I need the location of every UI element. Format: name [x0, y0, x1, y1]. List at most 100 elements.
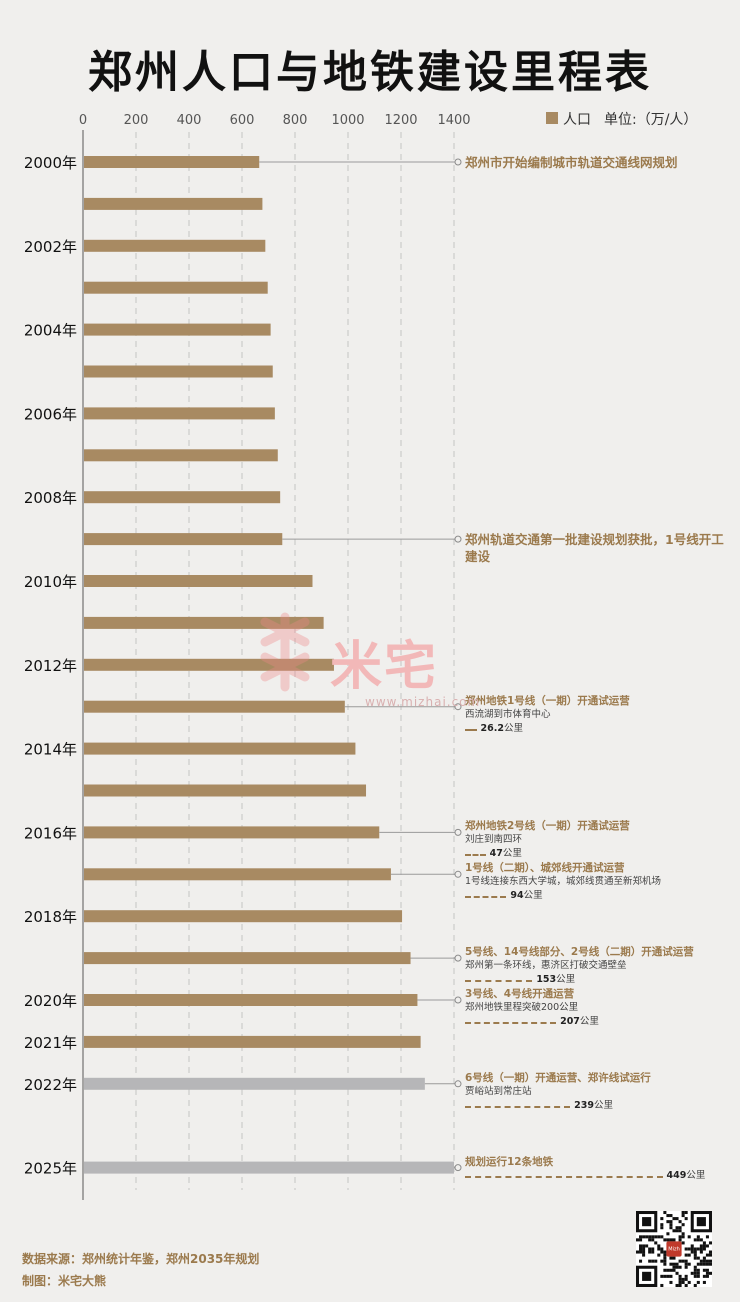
- qr-module: [681, 1211, 685, 1215]
- qr-code-icon[interactable]: Mizh: [636, 1211, 712, 1287]
- qr-module: [696, 1235, 700, 1239]
- x-tick-label: 1400: [437, 113, 470, 128]
- qr-module: [696, 1256, 700, 1260]
- qr-module: [675, 1226, 679, 1230]
- annotation-marker: [454, 996, 462, 1004]
- annotation-description: 西流湖到市体育中心: [465, 708, 551, 720]
- qr-module: [684, 1217, 688, 1221]
- qr-module: [681, 1259, 685, 1263]
- distance-label: 94公里: [510, 890, 543, 902]
- qr-module: [672, 1262, 676, 1266]
- qr-module: [675, 1271, 679, 1275]
- qr-module: [681, 1277, 685, 1281]
- chart-author: 制图：米宅大熊: [22, 1274, 107, 1288]
- qr-logo-text: Mizh: [668, 1247, 680, 1253]
- distance-dash-bar: [465, 980, 533, 983]
- qr-module: [696, 1247, 700, 1251]
- qr-module: [705, 1274, 709, 1278]
- qr-module: [699, 1244, 703, 1248]
- qr-module: [669, 1214, 673, 1218]
- qr-module: [666, 1214, 670, 1218]
- watermark-url: www.mizhai.com: [365, 695, 481, 709]
- annotation: 郑州轨道交通第一批建设规划获批，1号线开工建设: [465, 531, 730, 565]
- bar: [84, 575, 313, 587]
- qr-module: [702, 1244, 706, 1248]
- y-tick-label: 2018年: [24, 908, 77, 926]
- qr-module: [681, 1223, 685, 1227]
- annotation-description: 1号线连接东西大学城，城郊线贯通至新郑机场: [465, 876, 662, 888]
- qr-module: [678, 1283, 682, 1287]
- qr-module: [660, 1223, 664, 1227]
- bar: [84, 407, 275, 420]
- watermark-text: 米宅: [330, 637, 439, 697]
- annotation-marker: [454, 535, 462, 543]
- qr-module: [678, 1265, 682, 1269]
- annotation-marker: [454, 1080, 462, 1088]
- qr-finder: [636, 1265, 658, 1287]
- qr-module: [705, 1235, 709, 1239]
- qr-module: [684, 1259, 688, 1263]
- qr-module: [648, 1259, 652, 1263]
- qr-module: [648, 1247, 652, 1251]
- annotation-marker: [454, 158, 462, 166]
- qr-module: [693, 1268, 697, 1272]
- distance-dash-bar: [465, 728, 477, 731]
- qr-module: [693, 1274, 697, 1278]
- qr-module: [663, 1274, 667, 1278]
- qr-module: [684, 1277, 688, 1281]
- qr-module: [642, 1235, 646, 1239]
- annotation-title: 3号线、4号线开通运营: [465, 988, 575, 1000]
- qr-module: [684, 1265, 688, 1269]
- qr-module: [708, 1250, 712, 1254]
- qr-module: [675, 1265, 679, 1269]
- qr-module: [693, 1271, 697, 1275]
- y-tick-label: 2000年: [24, 154, 77, 172]
- qr-module: [708, 1253, 712, 1257]
- watermark-logo-icon: [260, 612, 310, 692]
- qr-module: [642, 1253, 646, 1257]
- qr-module: [663, 1259, 667, 1263]
- qr-module: [639, 1247, 643, 1251]
- qr-module: [660, 1217, 664, 1221]
- qr-module: [687, 1262, 691, 1266]
- y-tick-label: 2021年: [24, 1034, 77, 1052]
- qr-module: [639, 1238, 643, 1242]
- qr-module: [675, 1283, 679, 1287]
- qr-module: [681, 1241, 685, 1245]
- x-tick-label: 1000: [331, 113, 364, 128]
- annotation-description: 郑州地铁里程突破200公里: [465, 1002, 579, 1013]
- qr-module: [648, 1250, 652, 1254]
- qr-module: [651, 1238, 655, 1242]
- qr-module: [678, 1229, 682, 1233]
- qr-module: [708, 1259, 712, 1263]
- qr-module: [672, 1229, 676, 1233]
- y-tick-label: 2022年: [24, 1076, 77, 1094]
- x-tick-label: 0: [79, 113, 87, 128]
- qr-module: [681, 1280, 685, 1284]
- qr-module: [663, 1238, 667, 1242]
- annotation-marker: [454, 703, 462, 711]
- bar: [84, 365, 273, 378]
- qr-module: [702, 1280, 706, 1284]
- qr-module: [666, 1220, 670, 1224]
- x-tick-label: 1200: [384, 113, 417, 128]
- bar: [84, 784, 367, 797]
- legend-label: 人口: [563, 112, 591, 128]
- annotation-marker: [454, 870, 462, 878]
- qr-module: [708, 1262, 712, 1266]
- distance-label: 239公里: [574, 1099, 614, 1111]
- qr-module: [696, 1274, 700, 1278]
- qr-module: [699, 1250, 703, 1254]
- qr-module: [675, 1262, 679, 1266]
- qr-module: [678, 1238, 682, 1242]
- qr-module: [678, 1235, 682, 1239]
- distance-dash-bar: [465, 1105, 571, 1108]
- y-tick-label: 2020年: [24, 992, 77, 1010]
- qr-module: [678, 1280, 682, 1284]
- qr-module: [636, 1250, 640, 1254]
- x-axis-ticks: 0 200 400 600 800 1000 1200 1400: [79, 113, 471, 128]
- bar: [84, 197, 263, 210]
- bar: [84, 449, 278, 462]
- distance-dash-bar: [465, 1022, 557, 1024]
